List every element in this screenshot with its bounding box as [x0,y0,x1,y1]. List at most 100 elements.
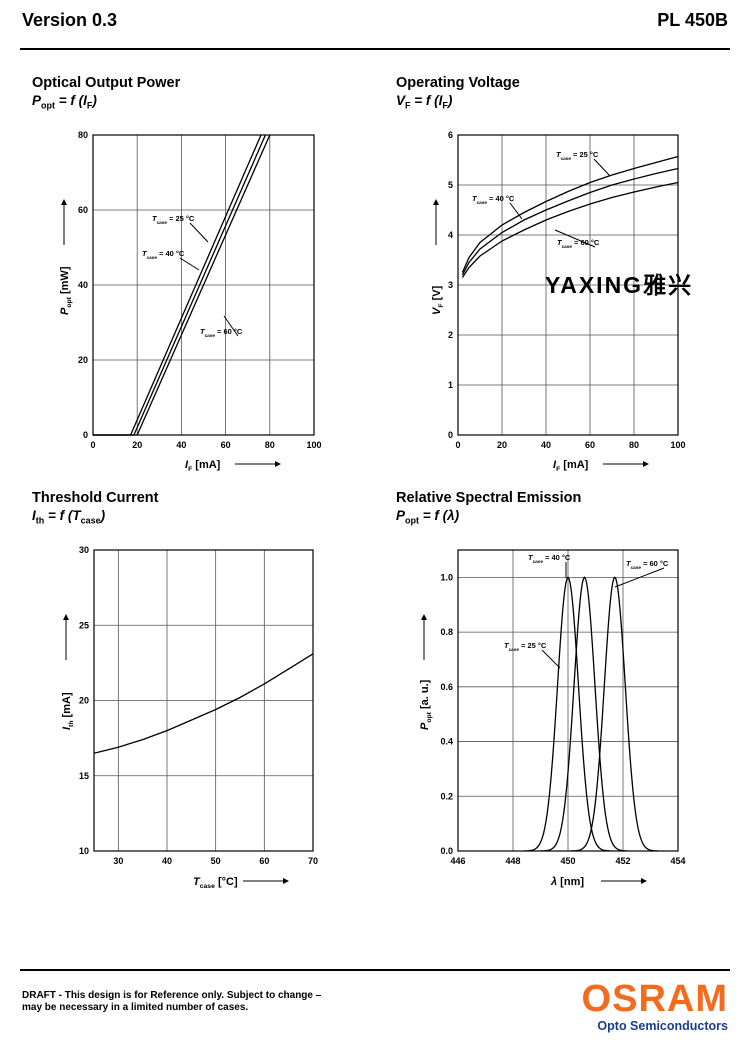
threshold-x-tick-label: 50 [211,856,221,866]
voltage-y-tick-label: 2 [448,330,453,340]
voltage-x-axis-label: IF [mA] [553,459,589,473]
threshold-chart-title: Threshold Current Ith = f (Tcase) [32,490,158,526]
optical-series-annotation-1: Tcase = 25 °C [152,214,195,225]
spectral-title-text: Relative Spectral Emission [396,490,582,506]
optical-x-tick-label: 60 [221,440,231,450]
threshold-subtitle: Ith = f (Tcase) [32,508,106,526]
watermark: YAXING雅兴 [545,272,694,298]
spectral-plot-frame [457,549,679,852]
optical-plot-frame [92,134,315,436]
spectral-y-tick-label: 0.4 [440,737,453,747]
version-label: Version 0.3 [22,10,118,30]
threshold-plot-frame [93,549,314,852]
voltage-subtitle: VF = f (IF) [396,93,453,111]
voltage-y-tick-label: 0 [448,430,453,440]
threshold-y-arrow-head [63,614,69,620]
optical-y-tick-label: 40 [78,280,88,290]
spectral-series-annotation-2: Tcase = 60 °C [626,559,669,570]
threshold-series-line-1 [93,653,314,754]
chart-panel-voltage [433,134,679,467]
voltage-series-annotation-1: Tcase = 25 °C [556,150,599,161]
optical-chart-title: Optical Output Power Popt = f (IF) [32,75,180,111]
threshold-title-text: Threshold Current [32,490,159,506]
voltage-y-tick-label: 5 [448,180,453,190]
optical-series-annotation-2: Tcase = 40 °C [142,249,185,260]
threshold-x-arrow-head [283,878,289,884]
spectral-x-tick-label: 448 [505,856,520,866]
product-code: PL 450B [657,10,728,30]
threshold-y-tick-label: 15 [79,771,89,781]
osram-logo: OSRAM [581,978,728,1020]
threshold-y-tick-label: 30 [79,545,89,555]
brand-tagline: Opto Semiconductors [597,1019,728,1033]
voltage-x-arrow-head [643,461,649,467]
spectral-series-annotation-1: Tcase = 40 °C [528,553,571,564]
voltage-x-tick-label: 80 [629,440,639,450]
spectral-series-line-2 [540,576,628,852]
draft-notice: DRAFT - This design is for Reference onl… [22,990,422,1014]
optical-y-tick-label: 0 [83,430,88,440]
threshold-y-axis-label: Ith [mA] [61,692,75,730]
optical-y-arrow-head [61,199,67,205]
voltage-x-tick-label: 40 [541,440,551,450]
optical-annotation-leader-2 [179,257,200,271]
spectral-subtitle: Popt = f (λ) [396,508,460,526]
optical-y-tick-label: 60 [78,205,88,215]
spectral-annotation-leader-3 [541,649,561,669]
optical-series-annotation-3: Tcase = 60 °C [200,327,243,338]
voltage-series-line-1 [461,155,679,273]
threshold-y-tick-label: 10 [79,846,89,856]
voltage-x-tick-label: 0 [455,440,460,450]
threshold-x-tick-label: 30 [113,856,123,866]
optical-subtitle: Popt = f (IF) [32,93,97,111]
draft-notice-line1: DRAFT - This design is for Reference onl… [22,990,322,1001]
optical-x-tick-label: 0 [90,440,95,450]
voltage-y-axis-label: VF [V] [431,285,445,315]
footer-rule [20,969,730,971]
voltage-y-tick-label: 4 [448,230,453,240]
optical-x-tick-label: 80 [265,440,275,450]
spectral-chart-title: Relative Spectral Emission Popt = f (λ) [396,490,581,526]
voltage-x-tick-label: 100 [670,440,685,450]
spectral-series-annotation-3: Tcase = 25 °C [504,641,547,652]
optical-x-axis-label: IF [mA] [185,459,221,473]
spectral-x-tick-label: 450 [560,856,575,866]
optical-y-axis-label: Popt [mW] [59,266,73,315]
spectral-y-arrow-head [421,614,427,620]
optical-y-tick-label: 20 [78,355,88,365]
spectral-y-tick-label: 0.8 [440,627,453,637]
threshold-y-tick-label: 25 [79,620,89,630]
voltage-annotation-leader-2 [509,202,523,220]
chart-panel-spectral [421,549,679,884]
optical-x-tick-label: 20 [132,440,142,450]
spectral-series-line-1 [523,576,611,852]
voltage-series-annotation-2: Tcase = 40 °C [472,194,515,205]
chart-panel-threshold [63,549,314,884]
chart-panel-optical [61,134,315,467]
spectral-x-tick-label: 452 [615,856,630,866]
optical-x-tick-label: 100 [306,440,321,450]
draft-notice-line2: may be necessary in a limited number of … [22,1002,249,1013]
voltage-y-arrow-head [433,199,439,205]
voltage-y-tick-label: 3 [448,280,453,290]
spectral-y-tick-label: 1.0 [440,572,453,582]
threshold-x-tick-label: 60 [259,856,269,866]
spectral-y-axis-label: Popt [a. u.] [419,679,433,730]
spectral-series-line-3 [570,576,658,852]
voltage-y-tick-label: 6 [448,130,453,140]
optical-series-line-3 [93,134,271,436]
spectral-y-tick-label: 0.6 [440,682,453,692]
voltage-x-tick-label: 20 [497,440,507,450]
voltage-plot-frame [457,134,679,436]
voltage-series-line-2 [461,167,679,276]
voltage-chart-title: Operating Voltage VF = f (IF) [396,75,520,111]
spectral-x-arrow-head [641,878,647,884]
voltage-series-annotation-3: Tcase = 60 °C [557,238,600,249]
threshold-x-tick-label: 40 [162,856,172,866]
optical-title-text: Optical Output Power [32,75,181,91]
voltage-annotation-leader-1 [593,158,611,177]
header-rule [20,48,730,50]
spectral-x-tick-label: 446 [450,856,465,866]
threshold-x-tick-label: 70 [308,856,318,866]
